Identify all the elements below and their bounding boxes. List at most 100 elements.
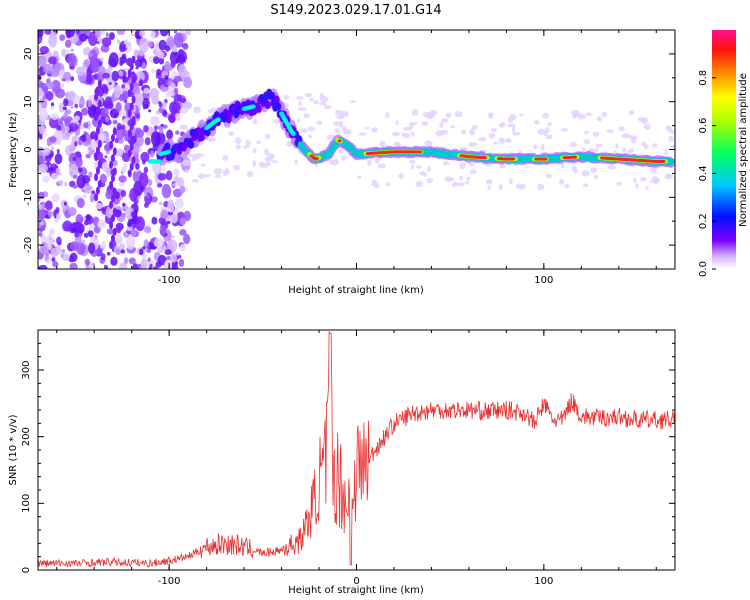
spectrogram-streak-blob <box>97 119 102 128</box>
spectrogram-faint-blob <box>343 128 352 135</box>
spectrogram-faint-blob <box>616 181 622 186</box>
spectrogram-faint-blob <box>200 163 206 167</box>
spectrogram-noise-blob <box>97 219 107 229</box>
spectrogram-noise-blob <box>74 103 78 109</box>
spectrogram-noise-blob <box>116 138 124 144</box>
spectrogram-noise-blob <box>90 60 100 73</box>
spectrogram-faint-blob <box>179 124 188 130</box>
spectrogram-streak-blob <box>95 166 100 175</box>
spectrogram-faint-blob <box>214 174 222 179</box>
spectrogram-noise-blob <box>119 56 127 64</box>
spectrogram-noise-blob <box>83 185 94 194</box>
spectrogram-noise-blob <box>62 106 67 110</box>
spectrogram-noise-blob <box>160 209 169 219</box>
spectrogram-faint-blob <box>410 164 415 170</box>
spectrogram-noise-blob <box>179 185 186 194</box>
spectrogram-noise-blob <box>77 167 83 173</box>
spectrogram-noise-blob <box>150 196 158 203</box>
spectrogram-noise-blob <box>179 217 187 226</box>
spectrogram-noise-blob <box>135 31 140 39</box>
spectrogram-noise-blob <box>78 97 86 108</box>
spectrogram-faint-blob <box>410 131 415 137</box>
spectrogram-noise-blob <box>140 258 148 269</box>
spectrogram-faint-blob <box>298 107 307 111</box>
spectrogram-faint-blob <box>357 175 362 180</box>
spectrogram-noise-blob <box>165 256 172 261</box>
spectrogram-noise-blob <box>162 245 167 251</box>
spectrogram-noise-blob <box>173 75 182 83</box>
spectrogram-marks <box>38 30 675 269</box>
spectrogram-faint-blob <box>606 129 615 134</box>
spectrogram-noise-blob <box>179 243 186 252</box>
spectrogram-faint-blob <box>651 176 659 182</box>
spectrogram-streak-blob <box>94 112 99 121</box>
spectrogram-noise-blob <box>167 199 174 210</box>
spectrogram-noise-blob <box>65 91 73 101</box>
spectrogram-noise-blob <box>164 249 172 256</box>
spectrogram-faint-blob <box>664 174 671 180</box>
spectrogram-noise-blob <box>61 78 66 82</box>
spectrogram-noise-blob <box>135 127 142 136</box>
spectrogram-noise-blob <box>114 93 121 99</box>
spectrogram-faint-blob <box>444 176 453 182</box>
spectrogram-noise-blob <box>48 116 59 129</box>
spectrogram-noise-blob <box>168 113 176 124</box>
spectrogram-faint-blob <box>252 148 257 154</box>
ridge-core-inner <box>418 150 423 154</box>
spectrogram-noise-blob <box>76 174 86 189</box>
spectrogram-streak-blob <box>127 129 132 138</box>
spectrogram-noise-blob <box>61 48 67 57</box>
spectrogram-noise-blob <box>46 234 54 245</box>
spectrogram-noise-blob <box>104 100 113 110</box>
spectrogram-noise-blob <box>119 44 126 53</box>
spectrogram-noise-blob <box>156 68 162 76</box>
spectrogram-faint-blob <box>395 120 400 126</box>
spectrogram-faint-blob <box>377 163 386 169</box>
spectrogram-noise-blob <box>85 214 92 221</box>
spectrogram-noise-blob <box>56 124 62 131</box>
spectrogram-noise-blob <box>105 206 114 219</box>
spectrogram-noise-blob <box>153 56 160 65</box>
spectrogram-noise-blob <box>140 151 150 163</box>
spectrogram-faint-blob <box>507 123 516 128</box>
spectrogram-faint-blob <box>546 173 552 179</box>
spectrogram-noise-blob <box>38 197 41 203</box>
spectrogram-noise-blob <box>150 68 156 74</box>
spectrogram-faint-blob <box>191 179 200 183</box>
spectrogram-streak-blob <box>112 167 117 176</box>
spectrogram-noise-blob <box>56 148 60 154</box>
spectrogram-noise-blob <box>147 257 151 262</box>
spectrogram-noise-blob <box>39 107 49 122</box>
snr-ticks: -100 0 100 0 100 200 300 <box>21 329 675 587</box>
spectrogram-faint-blob <box>296 96 304 100</box>
spectrogram-noise-blob <box>153 125 158 130</box>
spectrogram-noise-blob <box>108 82 112 85</box>
spectrogram-faint-blob <box>198 172 205 180</box>
spectrogram-noise-blob <box>105 32 109 37</box>
spectrogram-streak-blob <box>97 79 102 88</box>
spectrogram-noise-blob <box>91 190 96 194</box>
spectrogram-faint-blob <box>367 159 372 167</box>
spectrogram-faint-blob <box>537 128 546 135</box>
spectrogram-noise-blob <box>170 83 175 88</box>
spectrogram-faint-blob <box>536 183 545 191</box>
spectrogram-streak-blob <box>109 221 114 230</box>
spectrogram-noise-blob <box>183 233 191 245</box>
spectrogram-faint-blob <box>398 173 405 179</box>
spectrogram-faint-blob <box>635 182 639 190</box>
spectrogram-faint-blob <box>569 141 578 148</box>
spectrogram-noise-blob <box>158 102 163 108</box>
spectrogram-faint-blob <box>213 168 223 175</box>
spectrogram-streak-blob <box>112 227 117 236</box>
spectrogram-noise-blob <box>146 249 152 254</box>
colorbar-tick-label: 0.8 <box>698 70 709 86</box>
ridge-core-inner <box>661 159 666 163</box>
spectrogram-noise-blob <box>38 55 47 68</box>
spectrogram-faint-blob <box>469 142 473 148</box>
spectrogram-noise-blob <box>182 101 192 110</box>
spectrogram-noise-blob <box>148 109 152 113</box>
snr-ytick-label: 300 <box>21 360 32 379</box>
spectrogram-faint-blob <box>319 92 324 99</box>
spectrogram-faint-blob <box>500 122 506 127</box>
spectrogram-faint-blob <box>668 135 675 142</box>
